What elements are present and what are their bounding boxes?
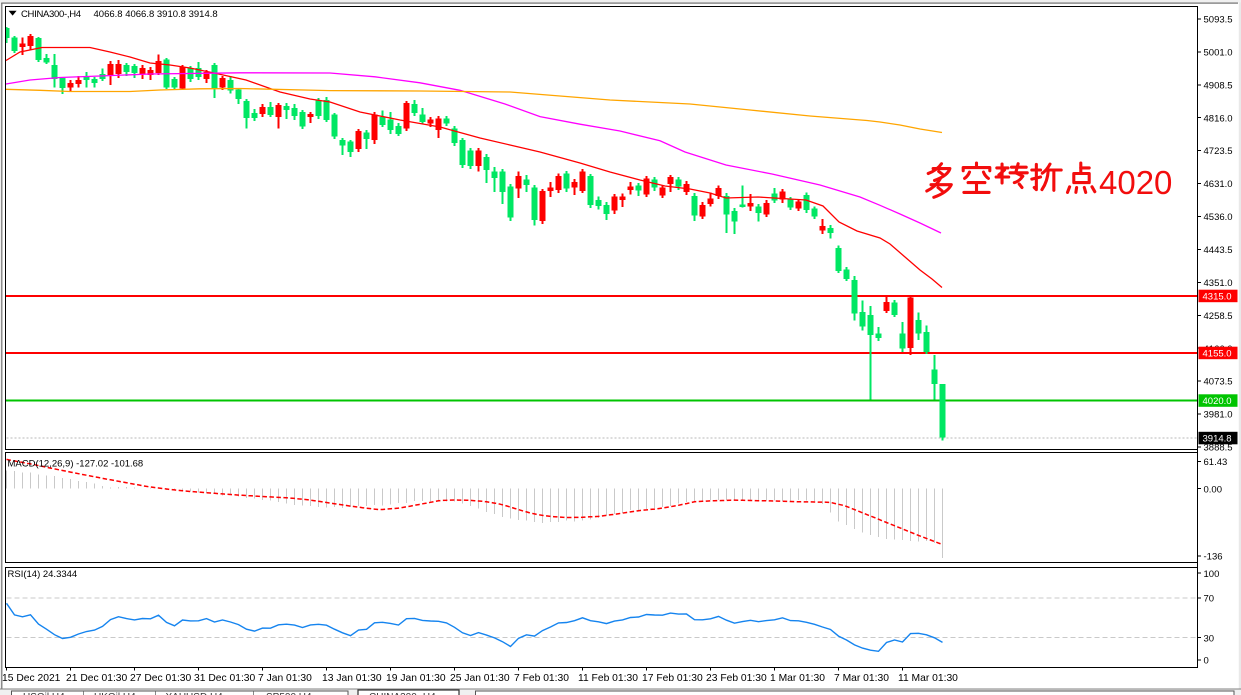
svg-text:31 Dec 01:30: 31 Dec 01:30 bbox=[194, 673, 256, 684]
svg-text:UKOil,H4: UKOil,H4 bbox=[94, 692, 136, 695]
svg-text:SP500,H4: SP500,H4 bbox=[266, 692, 312, 695]
svg-text:70: 70 bbox=[1204, 594, 1215, 605]
svg-text:3981.0: 3981.0 bbox=[1204, 410, 1233, 421]
svg-text:USOil,H4: USOil,H4 bbox=[23, 692, 65, 695]
svg-text:4351.0: 4351.0 bbox=[1204, 278, 1233, 289]
svg-text:4908.5: 4908.5 bbox=[1204, 80, 1233, 91]
svg-text:100: 100 bbox=[1204, 569, 1220, 580]
svg-text:-136: -136 bbox=[1204, 552, 1223, 563]
svg-text:27 Dec 01:30: 27 Dec 01:30 bbox=[130, 673, 192, 684]
svg-text:7 Feb 01:30: 7 Feb 01:30 bbox=[514, 673, 569, 684]
svg-text:4066.8 4066.8 3910.8 3914.8: 4066.8 4066.8 3910.8 3914.8 bbox=[94, 9, 218, 20]
svg-text:4723.5: 4723.5 bbox=[1204, 146, 1233, 157]
svg-text:0.00: 0.00 bbox=[1204, 484, 1223, 495]
svg-text:0: 0 bbox=[1204, 656, 1209, 667]
svg-text:7 Mar 01:30: 7 Mar 01:30 bbox=[834, 673, 889, 684]
svg-text:4020: 4020 bbox=[1099, 164, 1172, 201]
svg-text:MACD(12,26,9) -127.02 -101.68: MACD(12,26,9) -127.02 -101.68 bbox=[8, 459, 144, 470]
svg-text:23 Feb 01:30: 23 Feb 01:30 bbox=[706, 673, 767, 684]
svg-text:5093.5: 5093.5 bbox=[1204, 15, 1233, 26]
svg-text:CHINA300-,H4: CHINA300-,H4 bbox=[369, 692, 436, 695]
svg-text:4258.5: 4258.5 bbox=[1204, 311, 1233, 322]
svg-text:4073.5: 4073.5 bbox=[1204, 377, 1233, 388]
svg-text:3914.8: 3914.8 bbox=[1203, 434, 1232, 445]
svg-text:17 Feb 01:30: 17 Feb 01:30 bbox=[642, 673, 703, 684]
svg-text:XAUUSD,H4: XAUUSD,H4 bbox=[166, 692, 224, 695]
svg-text:1 Mar 01:30: 1 Mar 01:30 bbox=[770, 673, 825, 684]
svg-text:4155.0: 4155.0 bbox=[1203, 349, 1232, 360]
svg-text:19 Jan 01:30: 19 Jan 01:30 bbox=[386, 673, 446, 684]
svg-text:25 Jan 01:30: 25 Jan 01:30 bbox=[450, 673, 510, 684]
svg-text:CHINA300-,H4: CHINA300-,H4 bbox=[21, 9, 81, 20]
svg-text:7 Jan 01:30: 7 Jan 01:30 bbox=[258, 673, 312, 684]
svg-text:4536.0: 4536.0 bbox=[1204, 212, 1233, 223]
svg-text:13 Jan 01:30: 13 Jan 01:30 bbox=[322, 673, 382, 684]
svg-text:3888.5: 3888.5 bbox=[1204, 443, 1233, 454]
svg-text:5001.0: 5001.0 bbox=[1204, 47, 1233, 58]
svg-text:11 Mar 01:30: 11 Mar 01:30 bbox=[898, 673, 958, 684]
svg-text:21 Dec 01:30: 21 Dec 01:30 bbox=[66, 673, 128, 684]
svg-text:4315.0: 4315.0 bbox=[1203, 292, 1232, 303]
svg-text:RSI(14) 24.3344: RSI(14) 24.3344 bbox=[8, 569, 78, 580]
svg-text:30: 30 bbox=[1204, 633, 1215, 644]
svg-text:4631.0: 4631.0 bbox=[1204, 179, 1233, 190]
svg-text:15 Dec 2021: 15 Dec 2021 bbox=[2, 673, 61, 684]
svg-text:11 Feb 01:30: 11 Feb 01:30 bbox=[578, 673, 638, 684]
svg-text:4816.0: 4816.0 bbox=[1204, 113, 1233, 124]
svg-text:61.43: 61.43 bbox=[1204, 457, 1228, 468]
svg-text:4443.5: 4443.5 bbox=[1204, 245, 1233, 256]
svg-text:4020.0: 4020.0 bbox=[1203, 396, 1232, 407]
